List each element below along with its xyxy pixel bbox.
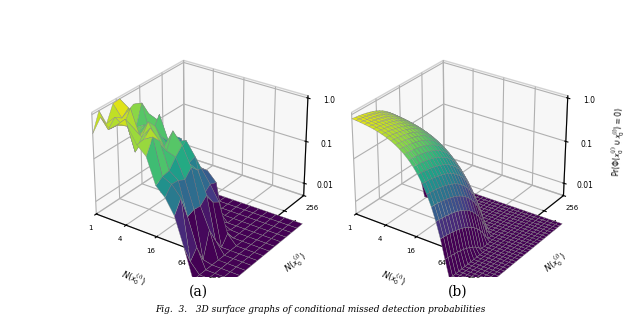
Text: (a): (a): [189, 284, 207, 299]
Y-axis label: $N(\mathcal{x}_0^{(j)})$: $N(\mathcal{x}_0^{(j)})$: [281, 249, 310, 277]
X-axis label: $N(\mathcal{x}_0^{(i)})$: $N(\mathcal{x}_0^{(i)})$: [120, 267, 148, 290]
Text: Fig.  3.   3D surface graphs of conditional missed detection probabilities: Fig. 3. 3D surface graphs of conditional…: [155, 305, 485, 314]
Text: (b): (b): [448, 284, 468, 299]
X-axis label: $N(\mathcal{x}_0^{(i)})$: $N(\mathcal{x}_0^{(i)})$: [380, 267, 408, 290]
Y-axis label: $N(\mathcal{x}_0^{(j)})$: $N(\mathcal{x}_0^{(j)})$: [541, 249, 570, 277]
